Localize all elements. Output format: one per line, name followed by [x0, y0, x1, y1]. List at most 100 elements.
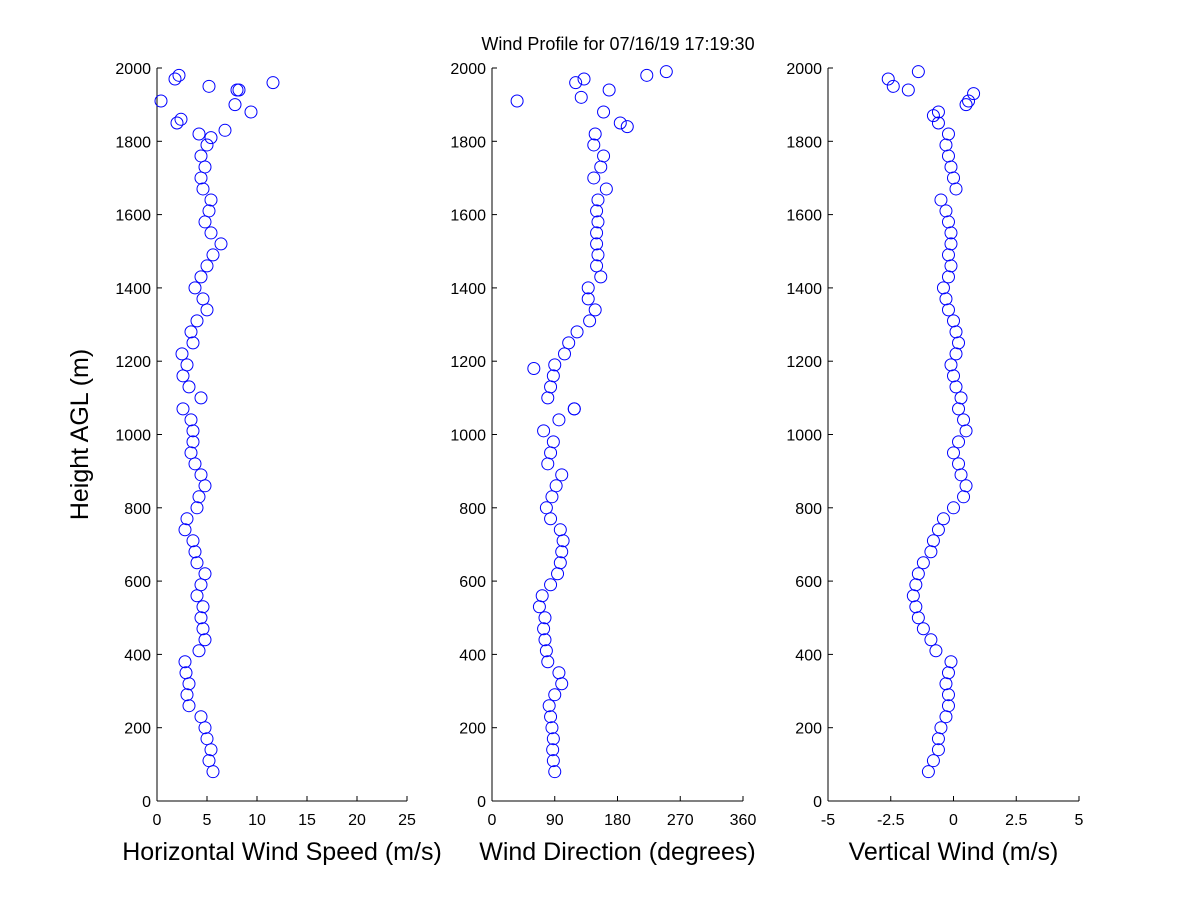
data-point	[180, 688, 194, 702]
data-point	[196, 622, 210, 636]
data-point	[926, 534, 940, 548]
data-point	[196, 600, 210, 614]
y-tick-label: 1400	[115, 281, 151, 298]
data-point	[947, 446, 960, 460]
data-point	[906, 589, 920, 603]
data-point	[198, 721, 212, 735]
data-point	[175, 347, 189, 361]
data-point	[168, 72, 182, 86]
data-point	[184, 325, 198, 339]
data-point	[944, 358, 958, 372]
data-point	[613, 116, 627, 130]
data-point	[202, 204, 216, 218]
data-point	[552, 666, 566, 680]
data-point	[198, 479, 212, 493]
data-point	[188, 457, 202, 471]
data-point	[182, 699, 196, 713]
x-axis-label: Vertical Wind (m/s)	[849, 838, 1059, 866]
y-tick-label: 800	[124, 501, 151, 518]
data-point	[881, 72, 895, 86]
y-tick-label: 800	[459, 501, 486, 518]
data-point	[588, 303, 602, 317]
data-point	[176, 369, 190, 383]
y-tick-label: 400	[795, 647, 822, 664]
data-point	[555, 468, 569, 482]
data-point	[581, 281, 595, 295]
data-point	[545, 721, 559, 735]
data-point	[541, 655, 555, 669]
y-tick-label: 1000	[115, 428, 151, 445]
data-point	[620, 120, 634, 134]
data-point	[198, 633, 212, 647]
data-point	[179, 666, 193, 680]
y-tick-label: 600	[459, 574, 486, 591]
data-point	[567, 402, 581, 416]
x-tick-label: 0	[153, 812, 162, 829]
data-point	[200, 303, 214, 317]
data-point	[544, 512, 558, 526]
data-point	[599, 182, 613, 196]
data-point	[929, 644, 943, 658]
data-point	[947, 501, 960, 515]
data-point	[597, 149, 611, 163]
data-point	[583, 314, 597, 328]
data-point	[949, 380, 963, 394]
data-point	[537, 622, 551, 636]
y-tick-label: 2000	[115, 61, 151, 78]
data-point	[947, 314, 960, 328]
data-point	[548, 765, 562, 779]
data-point	[546, 754, 560, 768]
data-point	[551, 567, 565, 581]
data-point	[941, 303, 955, 317]
data-point	[538, 633, 552, 647]
data-point	[941, 699, 955, 713]
data-point	[947, 171, 960, 185]
y-tick-label: 1200	[786, 354, 822, 371]
data-point	[587, 138, 601, 152]
data-point	[539, 644, 553, 658]
data-point	[590, 237, 604, 251]
data-point	[190, 589, 204, 603]
data-point	[952, 457, 966, 471]
data-point	[954, 391, 968, 405]
x-tick-label: 0	[488, 812, 497, 829]
data-point	[546, 369, 560, 383]
y-tick-label: 400	[124, 647, 151, 664]
x-tick-label: 10	[248, 812, 266, 829]
data-point	[192, 644, 206, 658]
data-point	[186, 435, 200, 449]
data-point	[558, 347, 572, 361]
x-tick-label: 5	[203, 812, 212, 829]
data-point	[957, 490, 971, 504]
data-point	[202, 79, 216, 93]
y-tick-label: 1600	[115, 208, 151, 225]
data-point	[944, 160, 958, 174]
y-tick-label: 800	[795, 501, 822, 518]
data-point	[188, 545, 202, 559]
data-point	[178, 523, 192, 537]
data-point	[909, 600, 923, 614]
data-point	[172, 68, 186, 82]
data-point	[947, 369, 960, 383]
data-point	[570, 325, 584, 339]
data-point	[556, 534, 570, 548]
data-point	[916, 556, 930, 570]
data-point	[590, 226, 604, 240]
y-tick-label: 200	[795, 721, 822, 738]
data-point	[204, 743, 218, 757]
data-point	[941, 149, 955, 163]
data-point	[555, 545, 569, 559]
data-point	[190, 556, 204, 570]
data-point	[178, 655, 192, 669]
data-point	[911, 611, 925, 625]
data-point	[194, 468, 208, 482]
data-point	[924, 545, 938, 559]
data-point	[921, 765, 935, 779]
data-point	[602, 83, 616, 97]
data-point	[527, 362, 541, 376]
data-point	[184, 413, 198, 427]
data-point	[952, 336, 966, 350]
x-tick-label: 90	[546, 812, 564, 829]
data-point	[640, 68, 654, 82]
data-point	[949, 347, 963, 361]
